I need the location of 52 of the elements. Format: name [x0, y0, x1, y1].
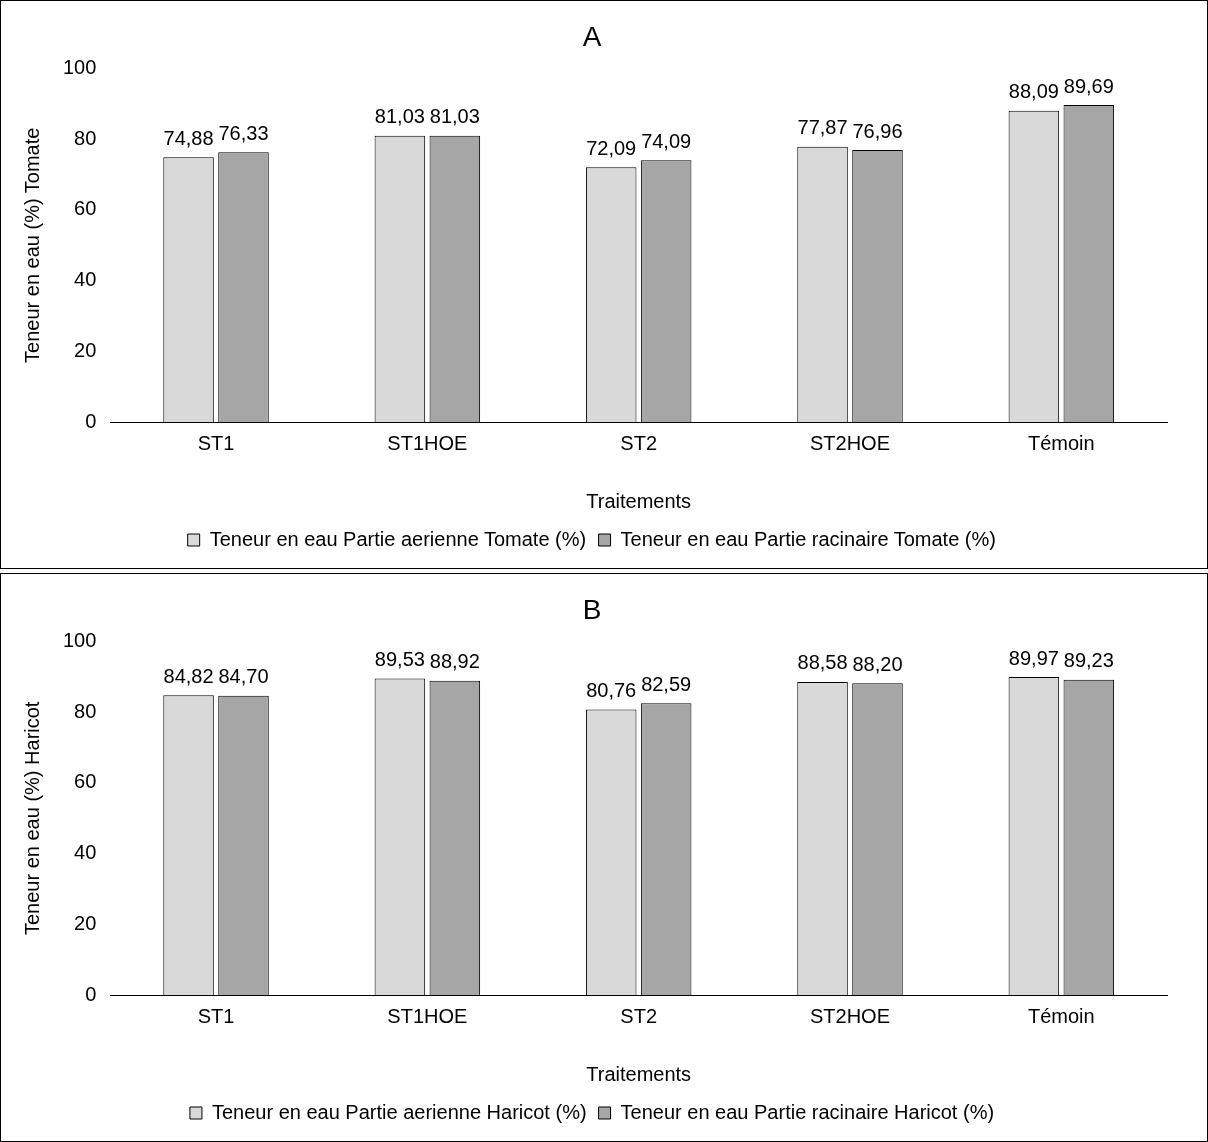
data-label: 74,88 — [163, 126, 214, 149]
legend-label: Teneur en eau Partie aerienne Haricot (%) — [211, 1100, 587, 1123]
y-tick-label: 100 — [62, 629, 97, 652]
data-label: 88,20 — [852, 652, 903, 675]
y-tick-label: 80 — [74, 126, 97, 149]
data-label: 89,69 — [1063, 74, 1114, 97]
data-label: 84,70 — [218, 665, 269, 688]
x-tick-label: ST2HOE — [810, 1004, 891, 1027]
data-label: 89,97 — [1008, 646, 1059, 669]
data-label: 81,03 — [374, 105, 425, 128]
x-tick-label: ST1 — [197, 1004, 235, 1027]
data-label: 76,96 — [852, 119, 903, 142]
data-label: 84,82 — [163, 664, 214, 687]
data-label: 81,03 — [429, 105, 480, 128]
legend-label: Teneur en eau Partie racinaire Haricot (%) — [620, 1100, 995, 1123]
y-axis-title: Teneur en eau (%) Tomate — [20, 127, 43, 363]
chart-title: A — [582, 20, 602, 52]
data-label: 88,09 — [1008, 80, 1059, 103]
chart-title: B — [582, 593, 602, 625]
data-label: 72,09 — [586, 136, 637, 159]
x-tick-label: ST1 — [197, 431, 235, 454]
x-axis-title: Traitements — [586, 489, 692, 512]
y-tick-label: 40 — [74, 841, 97, 864]
y-tick-label: 60 — [74, 197, 97, 220]
legend-label: Teneur en eau Partie racinaire Tomate (%) — [620, 527, 996, 550]
y-tick-label: 40 — [74, 268, 97, 291]
data-label: 88,58 — [797, 651, 848, 674]
y-tick-label: 60 — [74, 770, 97, 793]
y-tick-label: 100 — [62, 56, 97, 79]
x-tick-label: ST2HOE — [810, 431, 891, 454]
y-tick-label: 20 — [74, 911, 97, 934]
data-label: 77,87 — [797, 116, 848, 139]
data-label: 89,23 — [1063, 649, 1114, 672]
data-label: 76,33 — [218, 121, 269, 144]
data-label: 89,53 — [374, 648, 425, 671]
y-tick-label: 20 — [74, 338, 97, 361]
x-tick-label: Témoin — [1027, 1004, 1095, 1027]
x-tick-label: ST2 — [620, 1004, 658, 1027]
x-tick-label: Témoin — [1027, 431, 1095, 454]
x-tick-label: ST1HOE — [387, 431, 468, 454]
x-tick-label: ST1HOE — [387, 1004, 468, 1027]
y-tick-label: 80 — [74, 699, 97, 722]
data-label: 80,76 — [586, 679, 637, 702]
y-tick-label: 0 — [85, 409, 97, 432]
y-axis-title: Teneur en eau (%) Haricot — [20, 701, 43, 936]
x-axis-title: Traitements — [586, 1062, 692, 1085]
data-label: 88,92 — [429, 650, 480, 673]
x-tick-label: ST2 — [620, 431, 658, 454]
legend-label: Teneur en eau Partie aerienne Tomate (%) — [209, 527, 587, 550]
data-label: 74,09 — [641, 129, 692, 152]
y-tick-label: 0 — [85, 982, 97, 1005]
data-label: 82,59 — [641, 672, 692, 695]
